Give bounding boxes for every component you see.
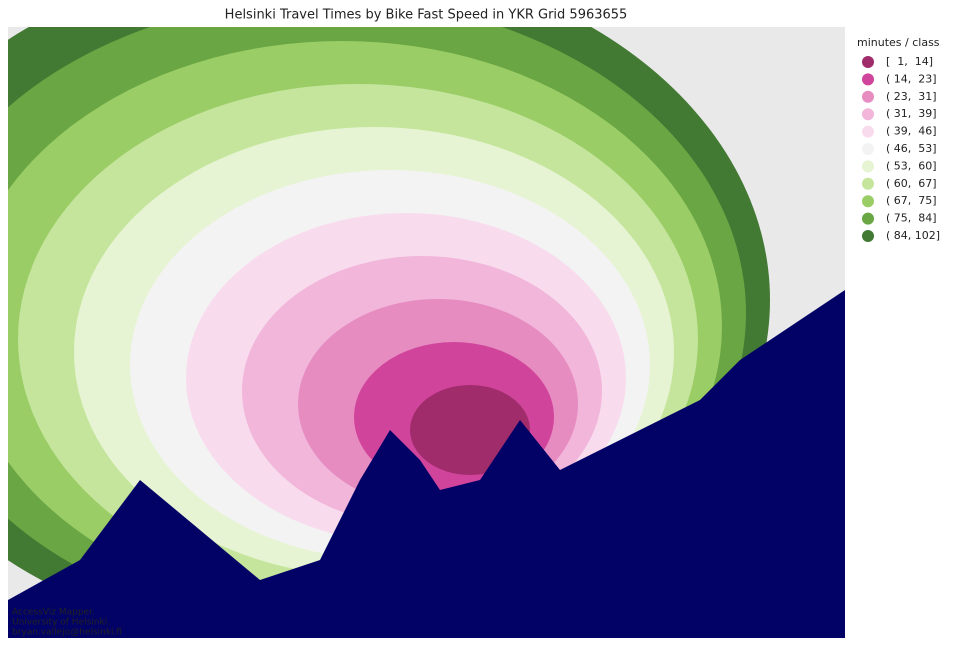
legend-swatch	[862, 143, 874, 155]
legend-swatch	[862, 108, 874, 121]
legend-swatch	[862, 56, 874, 68]
legend-label: ( 39, 46]	[886, 125, 937, 138]
legend-swatch	[862, 195, 874, 208]
legend-label: ( 60, 67]	[886, 177, 937, 190]
attribution-line: University of Helsinki.	[12, 618, 110, 628]
legend-label: [ 1, 14]	[886, 55, 933, 68]
attribution-line: AccessViz Mapper.	[12, 608, 95, 618]
legend-label: ( 31, 39]	[886, 107, 937, 120]
legend-label: ( 67, 75]	[886, 194, 937, 207]
legend-swatch	[862, 160, 874, 173]
legend-label: ( 23, 31]	[886, 90, 937, 103]
legend-label: ( 14, 23]	[886, 72, 937, 85]
legend-swatch	[862, 73, 874, 86]
legend-swatch	[862, 230, 874, 242]
legend-label: ( 75, 84]	[886, 212, 937, 225]
sea	[8, 290, 845, 638]
legend-label: ( 53, 60]	[886, 159, 937, 172]
map-title: Helsinki Travel Times by Bike Fast Speed…	[225, 8, 628, 23]
legend-swatch	[862, 90, 874, 103]
legend-label: ( 46, 53]	[886, 142, 937, 155]
legend-swatch	[862, 177, 874, 190]
legend-swatch	[862, 125, 874, 138]
legend-title: minutes / class	[857, 36, 940, 49]
attribution-line: bryan.vallejo@helsinki.fi	[12, 628, 122, 638]
legend-label: ( 84, 102]	[886, 229, 940, 242]
legend-swatch	[862, 212, 874, 225]
legend: [ 1, 14] ( 14, 23] ( 23, 31] ( 31, 39] ( 39,…	[862, 55, 940, 242]
